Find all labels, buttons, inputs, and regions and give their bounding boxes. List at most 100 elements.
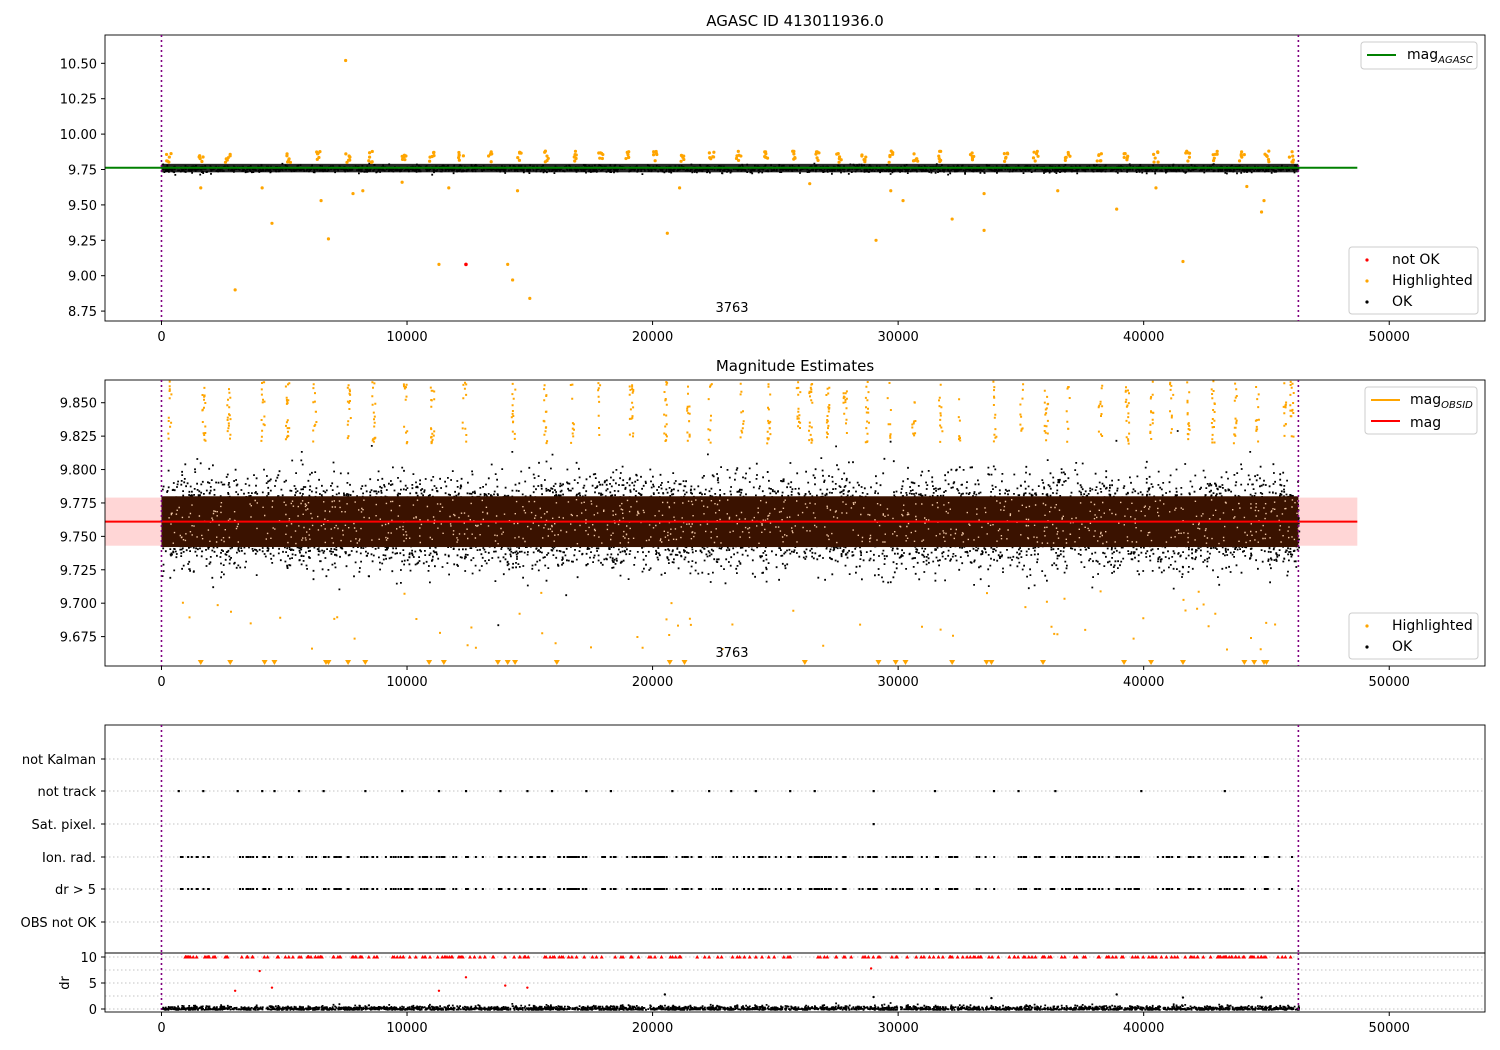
notok-point-0 — [464, 262, 468, 267]
highlighted-point — [461, 154, 465, 158]
lower-clip-marker-27 — [1241, 660, 1248, 665]
highlighted-point — [432, 150, 436, 154]
highlighted-point — [1126, 154, 1130, 158]
highlighted-point — [428, 155, 432, 159]
highlighted-point-17 — [1262, 199, 1266, 203]
highlighted-point — [200, 159, 204, 164]
lower-clip-marker-26 — [1179, 660, 1186, 665]
highlighted-point — [286, 160, 290, 164]
not-track-event-12 — [526, 790, 529, 793]
highlighted-point — [402, 155, 406, 159]
sat-pixel-event-0 — [872, 823, 875, 826]
not-track-event-16 — [671, 790, 674, 793]
not-track-event-3 — [261, 790, 264, 793]
p2-xtick-label-3: 30000 — [877, 675, 918, 690]
agasc-magnitude-panel: AGASC ID 413011936.0 0 10000 20000 30000 400… — [60, 12, 1486, 345]
highlighted-point-11 — [901, 199, 905, 203]
panel1-annotation: 3763 — [715, 301, 748, 316]
not-track-event-11 — [499, 790, 502, 793]
highlighted-point — [626, 155, 631, 160]
lower-clip-marker-0 — [197, 660, 204, 665]
lower-clip-marker-15 — [681, 660, 688, 665]
highlighted-point — [1267, 149, 1271, 153]
panel2-legend-top: magOBSID mag — [1364, 386, 1478, 435]
category-label-4: dr > 5 — [55, 883, 96, 898]
highlighted-point — [625, 150, 629, 154]
highlighted-point-21 — [361, 189, 365, 193]
lower-clip-marker-20 — [949, 660, 956, 665]
lower-clip-marker-18 — [892, 660, 899, 665]
highlighted-point — [815, 156, 819, 160]
not-track-event-18 — [730, 790, 733, 793]
lower-clip-marker-8 — [426, 660, 433, 665]
highlighted-point — [709, 157, 713, 161]
highlighted-point — [344, 152, 348, 156]
p2-ytick-label-7: 9.850 — [60, 397, 97, 412]
highlighted-point — [1002, 159, 1007, 163]
lower-clip-marker-3 — [271, 660, 278, 665]
p2-xtick-label-1: 10000 — [386, 675, 427, 690]
highlighted-point — [1215, 149, 1219, 153]
highlighted-point — [601, 152, 605, 157]
p4-xtick-label-0: 0 — [157, 1021, 165, 1036]
highlighted-point — [763, 154, 767, 159]
panel2-legend-bottom: Highlighted OK — [1348, 612, 1479, 660]
highlighted-point — [489, 160, 493, 164]
highlighted-point — [315, 157, 319, 161]
highlighted-point — [457, 156, 461, 160]
p4-ytick-label-0: 0 — [89, 1003, 97, 1018]
highlighted-point-13 — [982, 228, 986, 232]
highlighted-point — [201, 155, 205, 159]
dr-outlier-3 — [437, 989, 441, 992]
p2-ytick-label-5: 9.800 — [60, 464, 97, 479]
panel1-notok-points — [464, 262, 468, 267]
highlighted-point — [1032, 150, 1036, 154]
highlighted-point — [403, 158, 407, 162]
not-track-event-2 — [236, 790, 239, 793]
lower-clip-marker-6 — [345, 660, 352, 665]
p4-xtick-label-5: 50000 — [1369, 1021, 1410, 1036]
p1-frame — [104, 34, 1486, 322]
highlighted-point — [457, 158, 461, 162]
highlighted-point — [1031, 156, 1036, 160]
highlighted-point — [198, 157, 202, 161]
p2-ytick-label-0: 9.675 — [60, 631, 97, 646]
highlighted-point — [939, 158, 943, 162]
highlighted-point — [543, 160, 547, 164]
dr-outlier-2 — [270, 986, 274, 989]
lower-clip-marker-1 — [227, 660, 234, 665]
highlighted-point — [1291, 158, 1295, 162]
not-track-event-6 — [322, 790, 325, 793]
highlighted-point — [1156, 150, 1160, 155]
not-track-event-7 — [364, 790, 367, 793]
highlighted-point — [937, 154, 941, 158]
magnitude-estimates-panel: Magnitude Estimates 0 10000 20000 30000 4000… — [60, 357, 1486, 690]
highlighted-point — [707, 151, 711, 155]
highlighted-point — [1033, 159, 1037, 163]
highlighted-point — [1291, 154, 1295, 158]
highlighted-point — [817, 151, 821, 155]
highlighted-point — [169, 151, 173, 156]
dr-ok-points — [161, 1002, 1301, 1011]
panel1-legend-bottom: not OK Highlighted OK — [1348, 246, 1479, 315]
highlighted-point — [939, 149, 943, 153]
highlighted-point — [167, 155, 171, 159]
not-track-event-28 — [1223, 790, 1226, 793]
highlighted-point — [600, 156, 604, 161]
highlighted-point-23 — [447, 186, 451, 190]
highlighted-point — [679, 153, 684, 157]
p2-xtick-label-4: 40000 — [1123, 675, 1164, 690]
highlighted-point-0 — [344, 58, 348, 63]
highlighted-point — [1156, 160, 1160, 164]
p4-xtick-label-4: 40000 — [1123, 1021, 1164, 1036]
highlighted-point — [573, 149, 578, 153]
not-track-event-24 — [992, 790, 996, 793]
p1-xtick-label-2: 20000 — [632, 330, 673, 345]
highlighted-point — [914, 157, 919, 161]
legend2-highlighted: Highlighted — [1392, 618, 1473, 634]
highlighted-point — [679, 159, 683, 163]
lower-clip-marker-17 — [875, 660, 882, 665]
highlighted-point — [864, 155, 868, 159]
not-track-event-15 — [609, 790, 613, 793]
panel2-highlighted-points — [167, 380, 1295, 665]
